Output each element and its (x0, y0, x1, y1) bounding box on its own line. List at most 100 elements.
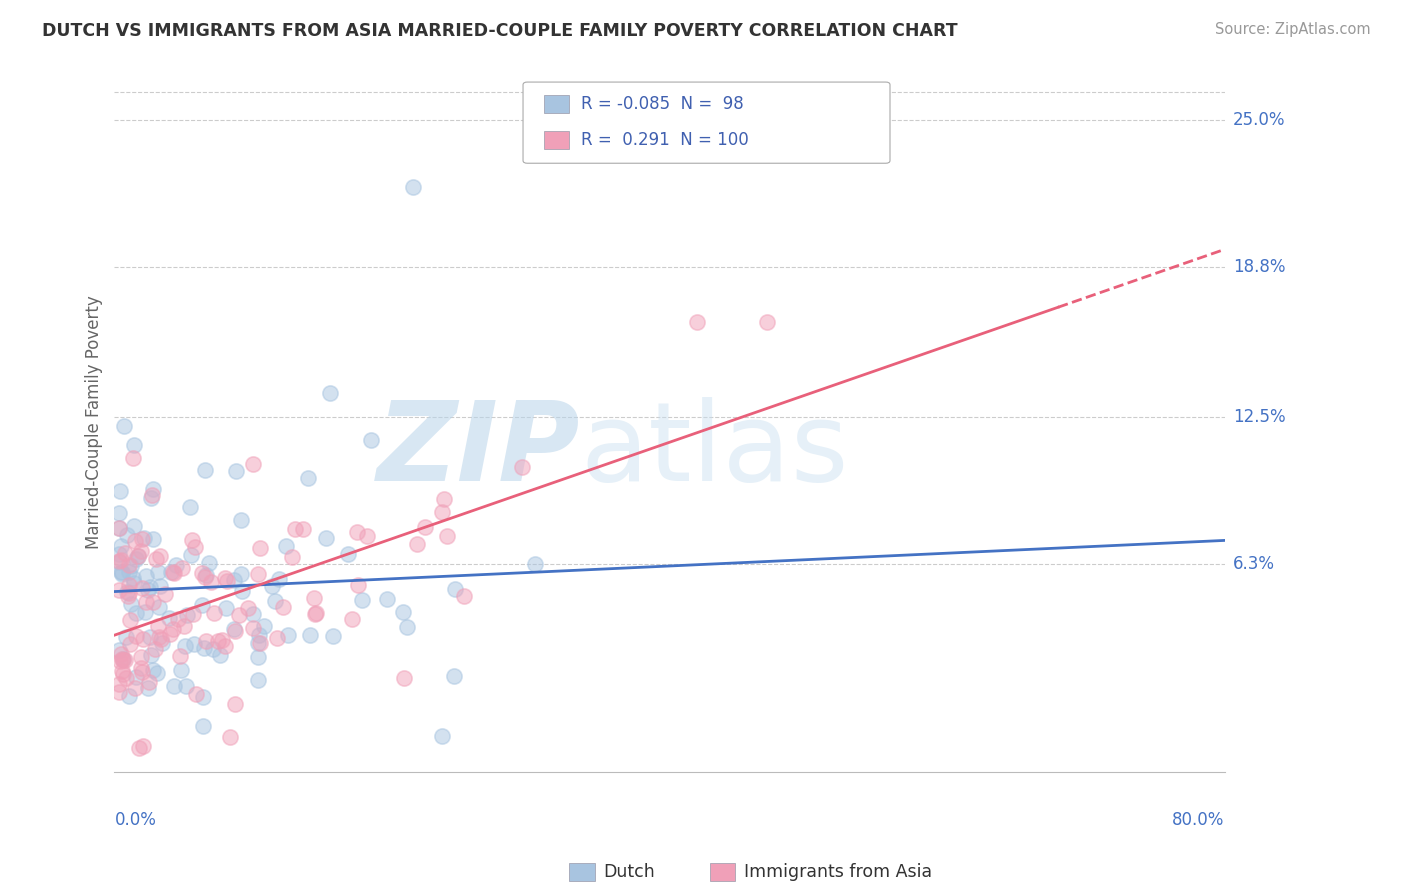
Point (453, 590, 475, 604)
Point (224, 624, 246, 638)
Point (215, 574, 238, 589)
Point (686, 315, 709, 329)
Point (264, 593, 287, 607)
Point (159, 566, 181, 580)
Point (135, 595, 157, 609)
Point (118, 558, 141, 573)
Point (112, 652, 135, 666)
Point (191, 566, 214, 581)
Point (135, 568, 157, 582)
Point (208, 648, 231, 663)
Point (110, 565, 132, 579)
Point (167, 612, 190, 626)
Point (114, 671, 136, 685)
Point (340, 612, 363, 626)
Point (191, 690, 214, 704)
Point (107, 521, 129, 535)
Point (273, 599, 295, 614)
Point (125, 629, 148, 643)
Point (242, 607, 264, 621)
Point (120, 597, 142, 611)
Point (443, 668, 465, 682)
Point (166, 558, 188, 573)
Point (110, 553, 132, 567)
Point (131, 665, 153, 680)
Text: Dutch: Dutch (603, 863, 655, 881)
Point (157, 611, 180, 625)
Point (110, 647, 132, 661)
Point (318, 386, 340, 401)
Point (129, 661, 152, 675)
Point (231, 513, 253, 527)
Point (127, 549, 149, 564)
Point (207, 634, 229, 648)
Text: 80.0%: 80.0% (1173, 811, 1225, 829)
Point (298, 628, 321, 642)
Point (352, 592, 374, 607)
Point (260, 579, 283, 593)
Point (169, 649, 191, 664)
Text: 25.0%: 25.0% (1233, 112, 1285, 129)
Point (118, 689, 141, 703)
Point (430, 729, 453, 743)
Point (143, 641, 166, 656)
Point (162, 679, 184, 693)
Point (242, 457, 264, 471)
Point (118, 566, 141, 580)
Point (122, 438, 145, 452)
Point (266, 631, 288, 645)
Point (129, 544, 152, 558)
Point (131, 532, 153, 546)
Point (136, 583, 159, 598)
Text: 6.3%: 6.3% (1233, 555, 1275, 573)
Point (347, 578, 370, 592)
Point (436, 529, 458, 543)
Point (124, 551, 146, 566)
Point (315, 532, 337, 546)
Point (242, 621, 264, 635)
Point (267, 573, 290, 587)
Point (120, 637, 142, 651)
Point (174, 679, 197, 693)
Point (146, 665, 169, 680)
Text: atlas: atlas (581, 397, 849, 504)
Point (246, 649, 269, 664)
Point (170, 561, 193, 575)
Point (247, 673, 270, 687)
Point (111, 652, 134, 666)
Point (121, 571, 143, 585)
Point (176, 607, 198, 622)
Point (297, 470, 319, 484)
Text: R = -0.085  N =  98: R = -0.085 N = 98 (581, 95, 744, 113)
Point (107, 554, 129, 568)
Point (392, 605, 415, 619)
Point (322, 629, 344, 643)
Point (115, 584, 138, 599)
Point (402, 179, 425, 194)
Point (193, 569, 215, 583)
Point (430, 505, 453, 519)
Point (222, 623, 245, 637)
Point (395, 620, 418, 634)
Point (132, 739, 155, 754)
Point (131, 581, 153, 595)
Point (224, 697, 246, 711)
Point (214, 571, 236, 585)
Point (108, 642, 131, 657)
Point (200, 574, 222, 589)
Point (443, 582, 465, 596)
Point (110, 539, 132, 553)
Point (183, 636, 205, 650)
Point (284, 522, 307, 536)
Point (138, 580, 160, 594)
Point (110, 654, 132, 668)
Point (180, 533, 202, 548)
Point (136, 681, 159, 695)
Point (142, 482, 165, 496)
Point (114, 653, 136, 667)
Point (179, 500, 201, 514)
Point (107, 677, 129, 691)
Point (149, 579, 172, 593)
Point (139, 648, 162, 663)
Point (146, 565, 169, 579)
